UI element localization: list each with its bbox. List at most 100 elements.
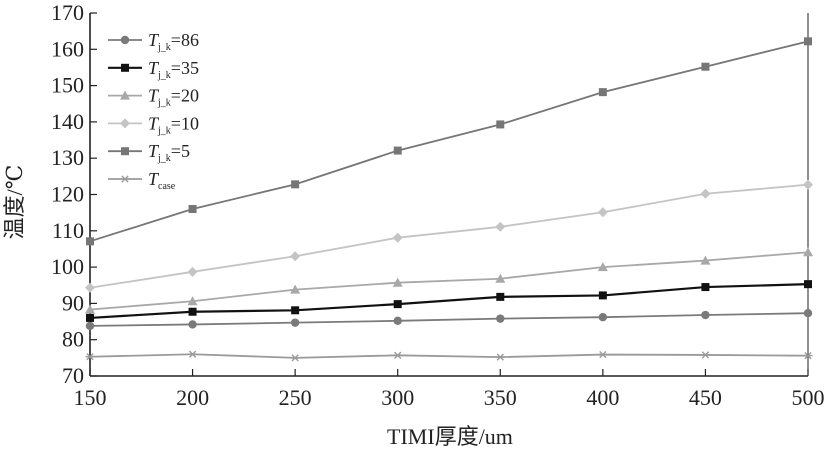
data-point [598, 88, 607, 97]
star-stroke [804, 352, 812, 360]
y-tick-label: 160 [51, 36, 84, 61]
data-point [393, 300, 402, 309]
legend-swatch-marker [120, 35, 130, 45]
star-stroke [496, 353, 504, 361]
x-tick-label: 200 [176, 385, 209, 410]
y-tick-label: 110 [52, 218, 84, 243]
series-1 [86, 280, 812, 322]
star-stroke [86, 353, 94, 361]
legend-label-main: T [148, 141, 160, 161]
data-point [291, 306, 300, 315]
legend-label-sub: j_k [157, 98, 171, 109]
data-point [701, 310, 710, 320]
data-point [597, 207, 608, 218]
data-point [700, 188, 711, 199]
data-point [804, 280, 812, 289]
x-tick-label: 250 [279, 385, 312, 410]
legend-label: Tcase [148, 169, 176, 192]
series-line [89, 251, 809, 311]
legend-label: Tj_k=20 [148, 86, 199, 109]
y-tick-label: 130 [51, 145, 84, 170]
data-point [701, 283, 710, 292]
legend-label-sub: j_k [157, 125, 171, 136]
data-point [597, 262, 608, 272]
data-point [495, 221, 506, 232]
series-3 [85, 179, 813, 293]
y-tick-label: 150 [51, 73, 84, 98]
legend-entry: Tcase [108, 169, 176, 192]
legend-entry: Tj_k=20 [108, 86, 199, 109]
series-2 [85, 247, 813, 314]
data-point [188, 205, 197, 214]
star-stroke [121, 175, 129, 183]
legend-label-main: T [148, 113, 160, 133]
series-line [89, 40, 809, 243]
legend-label-sub: j_k [157, 42, 171, 53]
legend-label-main: T [148, 58, 160, 78]
data-point [598, 291, 607, 300]
legend-swatch-marker [121, 63, 129, 72]
y-tick-label: 170 [51, 0, 84, 25]
legend-label-rest: =5 [171, 141, 190, 161]
legend-label-rest: =86 [171, 30, 199, 50]
legend-entry: Tj_k=5 [108, 141, 190, 164]
legend-entry: Tj_k=10 [108, 113, 199, 136]
series-line [89, 283, 809, 320]
data-point [496, 314, 505, 323]
data-point [187, 266, 198, 277]
data-point [495, 273, 506, 283]
data-point [598, 312, 608, 322]
x-tick-label: 450 [689, 385, 722, 410]
data-point [85, 304, 95, 314]
y-tick-label: 80 [62, 327, 84, 352]
legend-label-sub: case [158, 181, 176, 192]
data-point [290, 354, 300, 362]
x-axis: 150 200 250 300 350 400 450 500 [74, 369, 825, 410]
data-point [85, 353, 95, 361]
data-point [495, 353, 505, 361]
legend-label-rest: =35 [171, 58, 199, 78]
data-point [85, 282, 95, 293]
legend-entry: Tj_k=86 [108, 30, 199, 53]
data-point [700, 351, 710, 359]
star-stroke [394, 351, 402, 359]
data-point [701, 62, 710, 71]
legend-swatch-marker [121, 147, 129, 156]
data-point [188, 307, 197, 316]
x-tick-label: 150 [74, 385, 107, 410]
star-stroke [701, 351, 710, 359]
legend-swatch-marker [120, 118, 130, 129]
y-tick-label: 120 [51, 182, 84, 207]
data-point [188, 350, 198, 358]
data-point [290, 251, 301, 262]
legend-label: Tj_k=35 [148, 58, 199, 81]
series-5 [85, 350, 813, 362]
data-point [393, 351, 403, 359]
y-tick-label: 140 [51, 109, 84, 134]
y-tick-label: 100 [51, 254, 84, 279]
data-point [86, 313, 94, 322]
x-tick-label: 350 [484, 385, 517, 410]
data-point [700, 255, 711, 265]
star-stroke [599, 350, 607, 359]
data-point [290, 284, 301, 294]
y-axis-title: 温度/℃ [2, 165, 27, 240]
legend-label-sub: j_k [157, 70, 171, 81]
x-axis-title: TIMI厚度/um [387, 424, 513, 449]
legend-label: Tj_k=5 [148, 141, 190, 164]
star-stroke [188, 350, 197, 358]
data-point [496, 120, 505, 129]
series-0 [85, 309, 813, 331]
y-axis: 70 80 90 100 110 120 130 140 150 160 170 [51, 0, 97, 388]
data-point [598, 350, 608, 359]
data-point [187, 296, 198, 306]
star-stroke [291, 354, 299, 362]
legend-label-rest: =20 [171, 86, 199, 106]
data-point [392, 277, 403, 287]
legend-label: Tj_k=86 [148, 30, 199, 53]
data-point [290, 318, 300, 327]
data-point [803, 352, 813, 360]
data-point [803, 247, 813, 257]
